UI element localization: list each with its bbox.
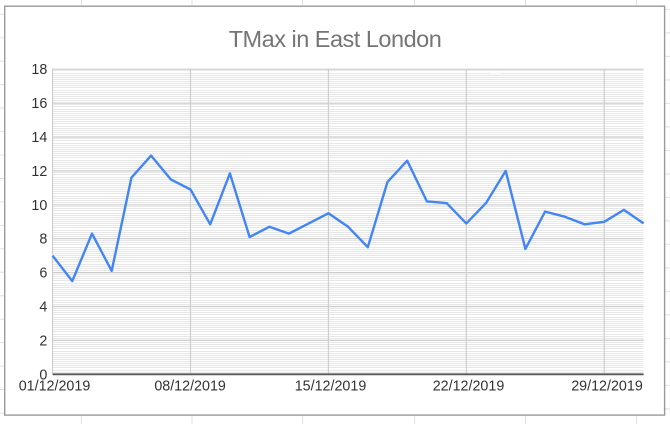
svg-text:22/12/2019: 22/12/2019 [433,379,505,395]
svg-text:29/12/2019: 29/12/2019 [571,379,643,395]
svg-text:2: 2 [39,334,47,350]
svg-text:15/12/2019: 15/12/2019 [295,379,367,395]
svg-text:0: 0 [39,368,47,384]
svg-text:4: 4 [39,300,47,316]
svg-text:18: 18 [31,62,47,78]
svg-text:16: 16 [31,96,47,112]
svg-text:14: 14 [31,130,47,146]
svg-text:TMax in East London: TMax in East London [229,26,442,52]
svg-text:8: 8 [39,232,47,248]
svg-text:08/12/2019: 08/12/2019 [154,379,226,395]
svg-text:6: 6 [39,266,47,282]
svg-text:10: 10 [31,198,47,214]
svg-text:12: 12 [31,164,47,180]
svg-text:01/12/2019: 01/12/2019 [19,379,91,395]
